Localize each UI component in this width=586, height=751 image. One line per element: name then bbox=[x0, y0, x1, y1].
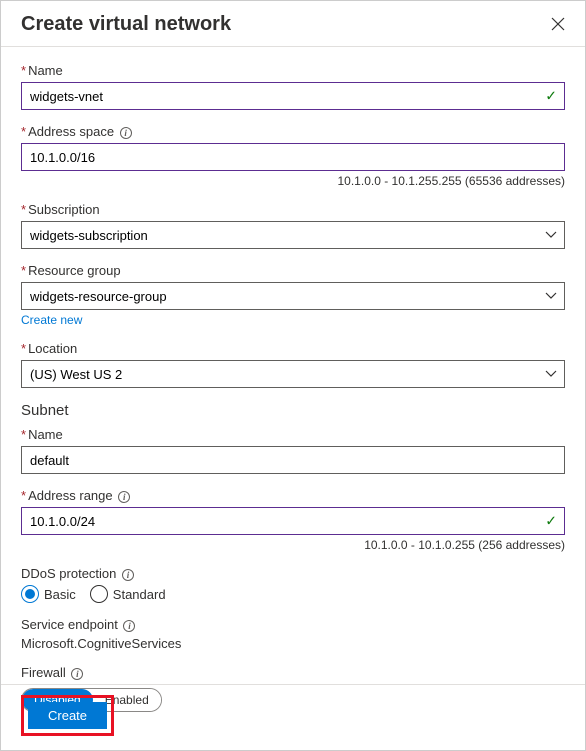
panel-title: Create virtual network bbox=[21, 13, 231, 36]
info-icon[interactable]: i bbox=[120, 127, 132, 139]
name-input[interactable] bbox=[21, 82, 565, 110]
address-space-input[interactable] bbox=[21, 143, 565, 171]
close-button[interactable] bbox=[551, 15, 565, 35]
info-icon[interactable]: i bbox=[71, 668, 83, 680]
ddos-standard-label: Standard bbox=[113, 587, 166, 602]
field-service-endpoint: Service endpoint i Microsoft.CognitiveSe… bbox=[21, 617, 565, 651]
subnet-name-label: *Name bbox=[21, 427, 565, 442]
create-highlight: Create bbox=[21, 695, 114, 736]
create-button[interactable]: Create bbox=[28, 702, 107, 729]
field-ddos: DDoS protection i Basic Standard bbox=[21, 566, 565, 603]
location-label: *Location bbox=[21, 341, 565, 356]
service-endpoint-value: Microsoft.CognitiveServices bbox=[21, 636, 565, 651]
panel-content: *Name ✓ *Address space i 10.1.0.0 - 10.1… bbox=[1, 47, 585, 712]
subnet-heading: Subnet bbox=[21, 402, 565, 419]
name-label: *Name bbox=[21, 63, 565, 78]
info-icon[interactable]: i bbox=[123, 620, 135, 632]
ddos-radio-standard[interactable]: Standard bbox=[90, 585, 166, 603]
subnet-range-hint: 10.1.0.0 - 10.1.0.255 (256 addresses) bbox=[21, 538, 565, 552]
subnet-range-label: *Address range i bbox=[21, 488, 565, 503]
field-address-space: *Address space i 10.1.0.0 - 10.1.255.255… bbox=[21, 124, 565, 188]
service-endpoint-label: Service endpoint i bbox=[21, 617, 565, 632]
info-icon[interactable]: i bbox=[122, 569, 134, 581]
resource-group-select[interactable] bbox=[21, 282, 565, 310]
subscription-label: *Subscription bbox=[21, 202, 565, 217]
firewall-label: Firewall i bbox=[21, 665, 565, 680]
subnet-name-input[interactable] bbox=[21, 446, 565, 474]
field-subnet-name: *Name bbox=[21, 427, 565, 474]
panel-header: Create virtual network bbox=[1, 1, 585, 47]
ddos-basic-label: Basic bbox=[44, 587, 76, 602]
create-new-link[interactable]: Create new bbox=[21, 313, 82, 327]
close-icon bbox=[551, 14, 565, 36]
subscription-select[interactable] bbox=[21, 221, 565, 249]
panel-footer: Create bbox=[1, 684, 585, 750]
radio-icon bbox=[21, 585, 39, 603]
address-space-hint: 10.1.0.0 - 10.1.255.255 (65536 addresses… bbox=[21, 174, 565, 188]
resource-group-label: *Resource group bbox=[21, 263, 565, 278]
ddos-label: DDoS protection i bbox=[21, 566, 565, 581]
ddos-radio-basic[interactable]: Basic bbox=[21, 585, 76, 603]
field-location: *Location bbox=[21, 341, 565, 388]
info-icon[interactable]: i bbox=[118, 491, 130, 503]
field-resource-group: *Resource group Create new bbox=[21, 263, 565, 327]
address-space-label: *Address space i bbox=[21, 124, 565, 139]
field-subnet-range: *Address range i ✓ 10.1.0.0 - 10.1.0.255… bbox=[21, 488, 565, 552]
field-name: *Name ✓ bbox=[21, 63, 565, 110]
field-subscription: *Subscription bbox=[21, 202, 565, 249]
radio-icon bbox=[90, 585, 108, 603]
location-select[interactable] bbox=[21, 360, 565, 388]
subnet-range-input[interactable] bbox=[21, 507, 565, 535]
